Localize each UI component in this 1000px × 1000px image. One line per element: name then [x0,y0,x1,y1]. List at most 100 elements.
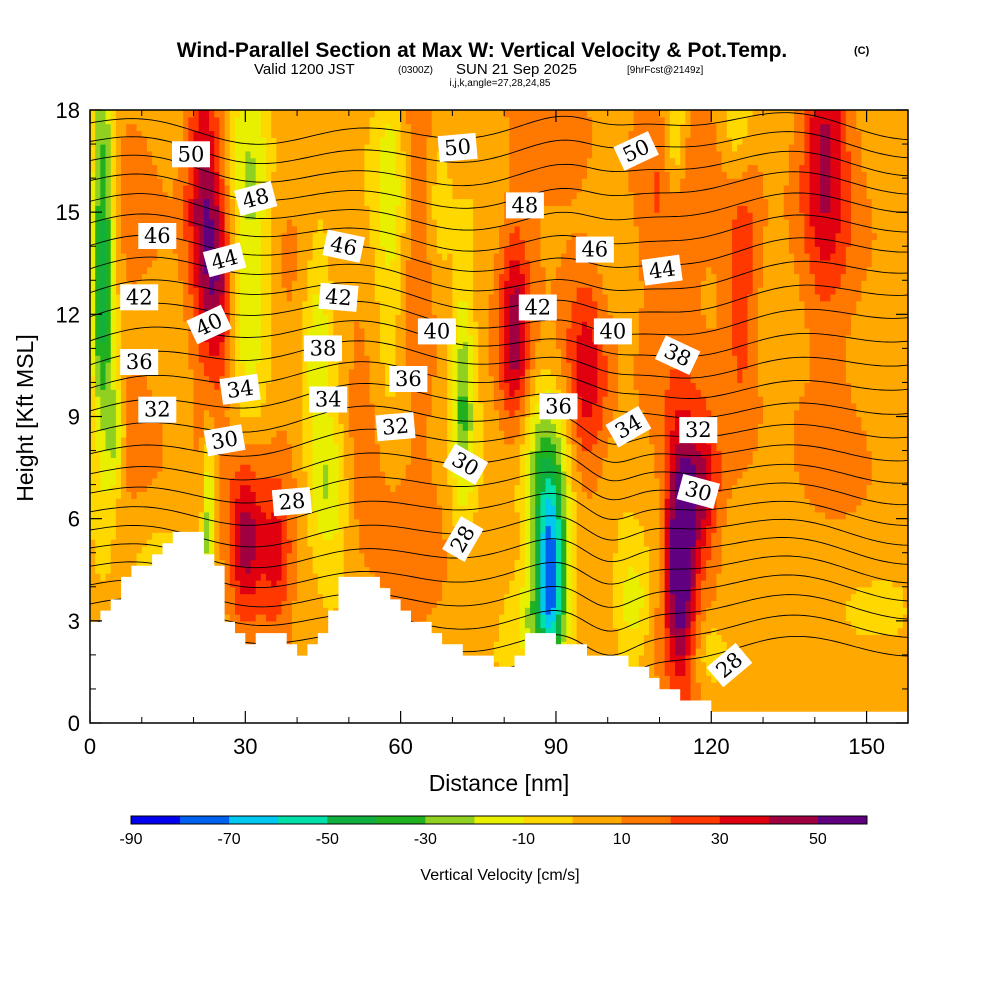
w-cell [172,375,179,384]
w-cell [359,300,365,309]
w-cell [276,586,283,595]
w-cell [245,573,252,581]
w-cell [219,545,226,554]
w-cell [343,355,350,363]
w-cell [178,389,184,397]
w-cell [250,307,257,315]
w-cell [286,293,293,302]
w-cell [364,355,371,363]
w-cell [343,532,350,540]
w-cell [203,164,210,172]
w-cell [110,368,117,377]
w-cell [317,477,324,486]
w-cell [95,205,101,213]
w-cell [307,607,314,615]
w-cell [307,627,314,636]
w-cell [354,423,360,431]
w-cell [229,130,236,138]
w-cell [338,423,345,431]
w-cell [126,477,133,486]
w-cell [121,273,127,281]
w-cell [146,498,153,506]
w-cell [234,457,241,465]
w-cell [162,157,169,166]
w-cell [348,477,355,486]
w-cell [167,246,174,254]
w-cell [110,184,117,193]
w-cell [110,280,117,288]
w-cell [90,144,96,152]
w-cell [328,116,334,125]
w-cell [312,218,319,227]
w-cell [281,321,288,329]
w-cell [343,266,350,275]
w-cell [110,348,117,356]
w-cell [271,307,277,315]
w-cell [245,634,252,642]
w-cell [348,552,355,561]
w-cell [369,375,376,384]
w-cell [250,348,257,356]
w-cell [183,396,189,404]
w-cell [157,443,164,452]
w-cell [198,232,205,241]
w-cell [100,436,107,445]
w-cell [255,484,262,493]
w-cell [95,232,101,241]
w-cell [131,246,138,254]
w-cell [245,287,252,295]
w-cell [214,559,221,567]
w-cell [348,457,355,465]
w-cell [317,532,324,540]
w-cell [286,532,293,540]
w-cell [110,532,117,540]
w-cell [224,116,231,125]
w-cell [126,505,133,513]
w-cell [364,573,371,581]
w-cell [359,164,365,172]
w-cell [260,287,267,295]
w-cell [121,212,127,220]
w-cell [364,123,371,132]
w-cell [364,144,371,152]
w-cell [286,470,293,479]
w-cell [229,484,236,493]
w-cell [172,464,179,472]
w-cell [193,436,200,445]
w-cell [198,511,205,520]
w-cell [141,280,148,288]
w-cell [338,545,345,554]
w-cell [183,375,189,384]
w-cell [250,355,257,363]
w-cell [260,321,267,329]
w-cell [198,491,205,499]
w-cell [100,416,107,424]
w-cell [105,416,112,424]
w-cell [245,157,252,166]
w-cell [312,464,319,472]
w-cell [333,559,340,567]
w-cell [266,307,272,315]
w-cell [359,280,365,288]
w-cell [276,314,283,322]
w-cell [260,423,267,431]
w-cell [333,212,340,220]
w-cell [95,110,101,118]
w-cell [312,287,319,295]
w-cell [95,266,101,275]
w-cell [286,375,293,384]
w-cell [307,253,314,261]
w-cell [250,239,257,247]
w-cell [172,477,179,486]
w-cell [348,314,355,322]
w-cell [297,123,303,132]
w-cell [328,430,334,438]
w-cell [90,307,96,315]
w-cell [115,470,122,479]
w-cell [307,218,314,227]
w-cell [307,511,314,520]
w-cell [198,368,205,377]
w-cell [157,450,164,458]
w-cell [281,191,288,200]
w-cell [359,450,365,458]
